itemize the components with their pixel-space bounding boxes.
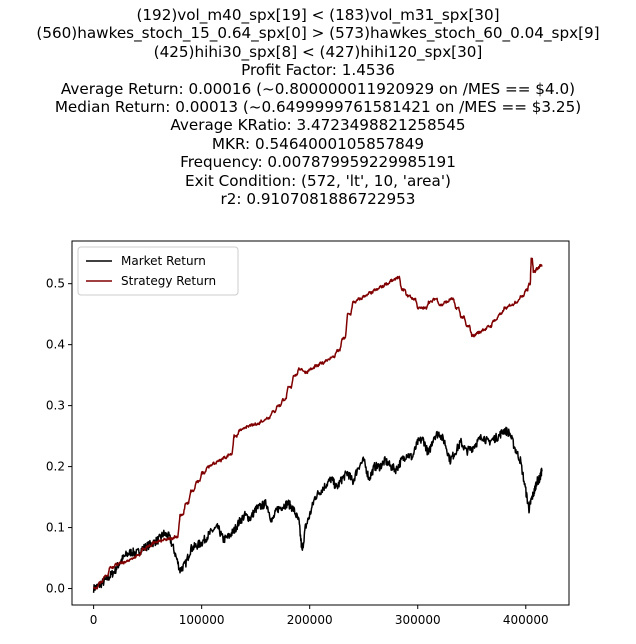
title-line: r2: 0.9107081886722953	[220, 190, 416, 209]
chart-title: (192)vol_m40_spx[19] < (183)vol_m31_spx[…	[0, 6, 636, 208]
x-tick-label: 100000	[179, 613, 225, 627]
title-line: Exit Condition: (572, 'lt', 10, 'area')	[185, 171, 451, 190]
y-tick-label: 0.1	[46, 521, 65, 535]
y-tick-label: 0.4	[46, 338, 65, 352]
title-line: (560)hawkes_stoch_15_0.64_spx[0] > (573)…	[36, 24, 600, 43]
title-line: Frequency: 0.007879959229985191	[180, 153, 456, 172]
title-line: (425)hihi30_spx[8] < (427)hihi120_spx[30…	[153, 42, 483, 61]
x-tick-label: 300000	[395, 613, 441, 627]
legend-label-market-return: Market Return	[121, 254, 206, 268]
plot-frame	[71, 240, 570, 606]
y-tick-label: 0.0	[46, 582, 65, 596]
title-line: Average Return: 0.00016 (~0.800000011920…	[60, 79, 576, 98]
title-line: Average KRatio: 3.4723498821258545	[170, 116, 466, 135]
legend: Market Return Strategy Return	[77, 246, 239, 296]
series-line-market-return	[92, 426, 543, 593]
x-tick-label: 0	[90, 613, 98, 627]
y-tick-label: 0.2	[46, 460, 65, 474]
series-line-strategy-return	[92, 257, 543, 590]
legend-box	[77, 246, 239, 296]
title-line: (192)vol_m40_spx[19] < (183)vol_m31_spx[…	[136, 6, 500, 24]
series-layer	[92, 257, 543, 593]
y-tick-label: 0.3	[46, 399, 65, 413]
x-tick-label: 200000	[287, 613, 333, 627]
x-tick-label: 400000	[503, 613, 549, 627]
title-line: Profit Factor: 1.4536	[241, 61, 395, 80]
axis-layer: 0 100000 200000 300000 400000 0.0 0.1 0.2 0.3 0.4…	[46, 277, 549, 627]
title-line: MKR: 0.5464000105857849	[211, 134, 425, 153]
title-line: Median Return: 0.00013 (~0.6499999761581…	[54, 98, 582, 117]
legend-label-strategy-return: Strategy Return	[121, 274, 216, 288]
y-tick-label: 0.5	[46, 277, 65, 291]
